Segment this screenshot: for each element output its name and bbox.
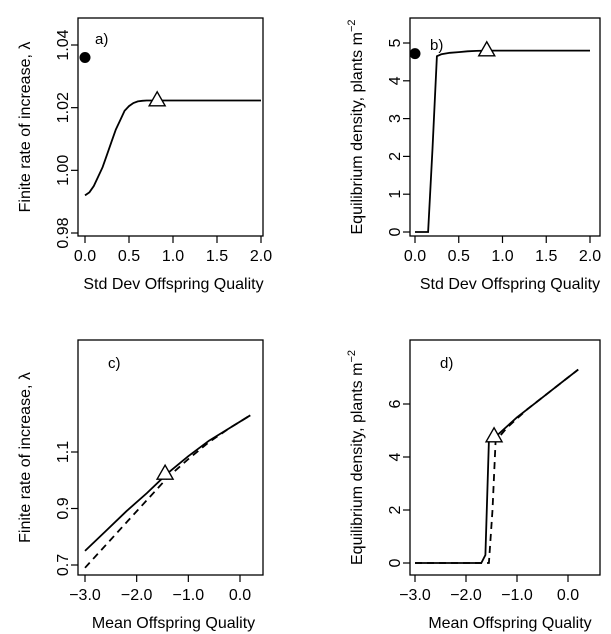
x-tick-label: 0.0 [229,587,251,604]
y-tick-label: 1.04 [55,29,72,60]
panel-b: 0.0 0.5 1.0 1.5 2.0 0 1 2 3 4 5 Std Dev Offspring Q… [346,17,601,293]
y-axis-label: Finite rate of increase, λ [17,372,34,543]
x-tick-label: −1.0 [173,587,205,604]
x-tick-label: 0.0 [74,248,96,265]
x-tick-label: 0.0 [557,587,579,604]
open-triangle-marker [477,40,496,57]
x-tick-label: 1.5 [206,248,228,265]
y-tick-label: 3 [387,114,404,123]
x-tick-label: 2.0 [579,248,601,265]
y-tick-label: 0 [387,558,404,567]
x-tick-label: −1.0 [501,587,533,604]
filled-circle-marker [79,52,91,64]
panel-label: a) [95,31,108,48]
plot-frame [77,17,264,237]
open-triangle-marker [147,90,167,107]
y-tick-label: 1 [387,190,404,199]
y-tick-label: 6 [387,399,404,408]
panel-label: b) [430,37,443,54]
panel-label: c) [108,355,121,372]
panel-c: −3.0 −2.0 −1.0 0.0 0.7 0.9 1.1 Mean Offspring Q… [17,339,264,632]
plot-frame [409,17,601,237]
y-tick-label: 0 [387,227,404,236]
dashed-series-line [415,368,579,564]
panel-a: 0.0 0.5 1.0 1.5 2.0 0.98 1.00 1.02 1.04 Std Dev O… [17,17,272,293]
y-tick-label: 0.7 [55,554,72,576]
x-tick-label: −2.0 [121,587,153,604]
y-axis-label: Equilibrium density, plants m−2 [346,20,366,235]
plot-frame [77,339,264,576]
dashed-series-line [84,414,251,569]
solid-series-line [415,368,579,564]
y-tick-label: 2 [387,152,404,161]
open-triangle-marker [155,463,175,480]
x-tick-label: 0.5 [118,248,140,265]
x-axis-label: Mean Offspring Quality [428,615,591,632]
y-axis-label-superscript: −2 [346,350,358,363]
x-tick-label: 2.0 [250,248,272,265]
y-tick-label: 0.9 [55,497,72,519]
y-tick-label: 4 [387,76,404,85]
x-axis-label: Std Dev Offspring Quality [420,276,600,293]
x-tick-label: −3.0 [69,587,101,604]
panel-d: −3.0 −2.0 −1.0 0.0 0 2 4 6 Mean Offspring Qualit… [346,339,601,632]
y-tick-label: 4 [387,452,404,461]
x-tick-label: 1.0 [491,248,513,265]
x-axis-label: Mean Offspring Quality [92,615,255,632]
y-tick-label: 0.98 [55,217,72,248]
solid-series-line [415,49,590,233]
y-axis-label: Equilibrium density, plants m−2 [346,350,366,565]
open-triangle-marker [484,426,504,443]
solid-series-line [84,414,251,552]
x-tick-label: 0.0 [404,248,426,265]
filled-circle-marker [409,48,421,60]
y-axis-label: Finite rate of increase, λ [17,42,34,213]
x-tick-label: 0.5 [448,248,470,265]
solid-series-line [84,99,261,197]
x-tick-label: −2.0 [450,587,482,604]
y-tick-label: 2 [387,505,404,514]
y-tick-label: 1.02 [55,92,72,123]
x-tick-label: 1.5 [535,248,557,265]
y-tick-label: 5 [387,38,404,47]
y-axis-label-superscript: −2 [346,20,358,33]
y-tick-label: 1.00 [55,155,72,186]
x-axis-label: Std Dev Offspring Quality [83,276,263,293]
x-tick-label: −3.0 [399,587,431,604]
y-tick-label: 1.1 [55,441,72,463]
panel-label: d) [440,355,453,372]
x-tick-label: 1.0 [162,248,184,265]
